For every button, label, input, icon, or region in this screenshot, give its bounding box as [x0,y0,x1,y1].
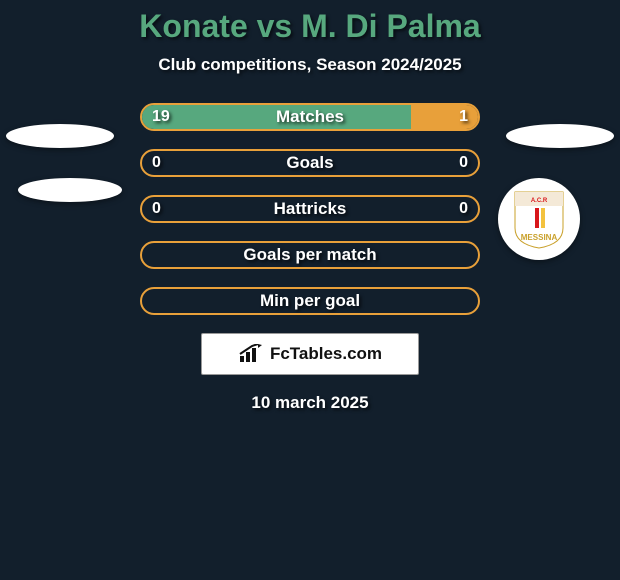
stat-row: Min per goal [0,287,620,315]
player-placeholder [18,178,122,202]
player-placeholder [6,124,114,148]
stat-label: Goals [286,153,333,173]
stat-label: Matches [276,107,344,127]
stat-bar: Min per goal [140,287,480,315]
stat-value-right: 0 [459,154,468,172]
stat-value-left: 19 [152,108,170,126]
brand-box: FcTables.com [201,333,419,375]
stat-label: Goals per match [243,245,376,265]
stat-value-left: 0 [152,154,161,172]
subtitle: Club competitions, Season 2024/2025 [0,55,620,75]
stat-label: Hattricks [274,199,347,219]
chart-icon [238,344,264,364]
brand-text: FcTables.com [270,344,382,364]
club-badge: MESSINA A.C.R [498,178,580,260]
player-placeholder [506,124,614,148]
stat-row: 0 0 Goals [0,149,620,177]
stat-value-right: 0 [459,200,468,218]
stat-label: Min per goal [260,291,360,311]
stat-bar: 19 1 Matches [140,103,480,131]
stat-bar: 0 0 Hattricks [140,195,480,223]
stat-bar: 0 0 Goals [140,149,480,177]
svg-text:MESSINA: MESSINA [521,233,558,242]
stat-value-left: 0 [152,200,161,218]
date-line: 10 march 2025 [0,393,620,413]
club-badge-icon: MESSINA A.C.R [511,188,567,250]
stat-bar: Goals per match [140,241,480,269]
svg-text:A.C.R: A.C.R [531,198,548,204]
page-title: Konate vs M. Di Palma [0,0,620,45]
stat-value-right: 1 [459,108,468,126]
